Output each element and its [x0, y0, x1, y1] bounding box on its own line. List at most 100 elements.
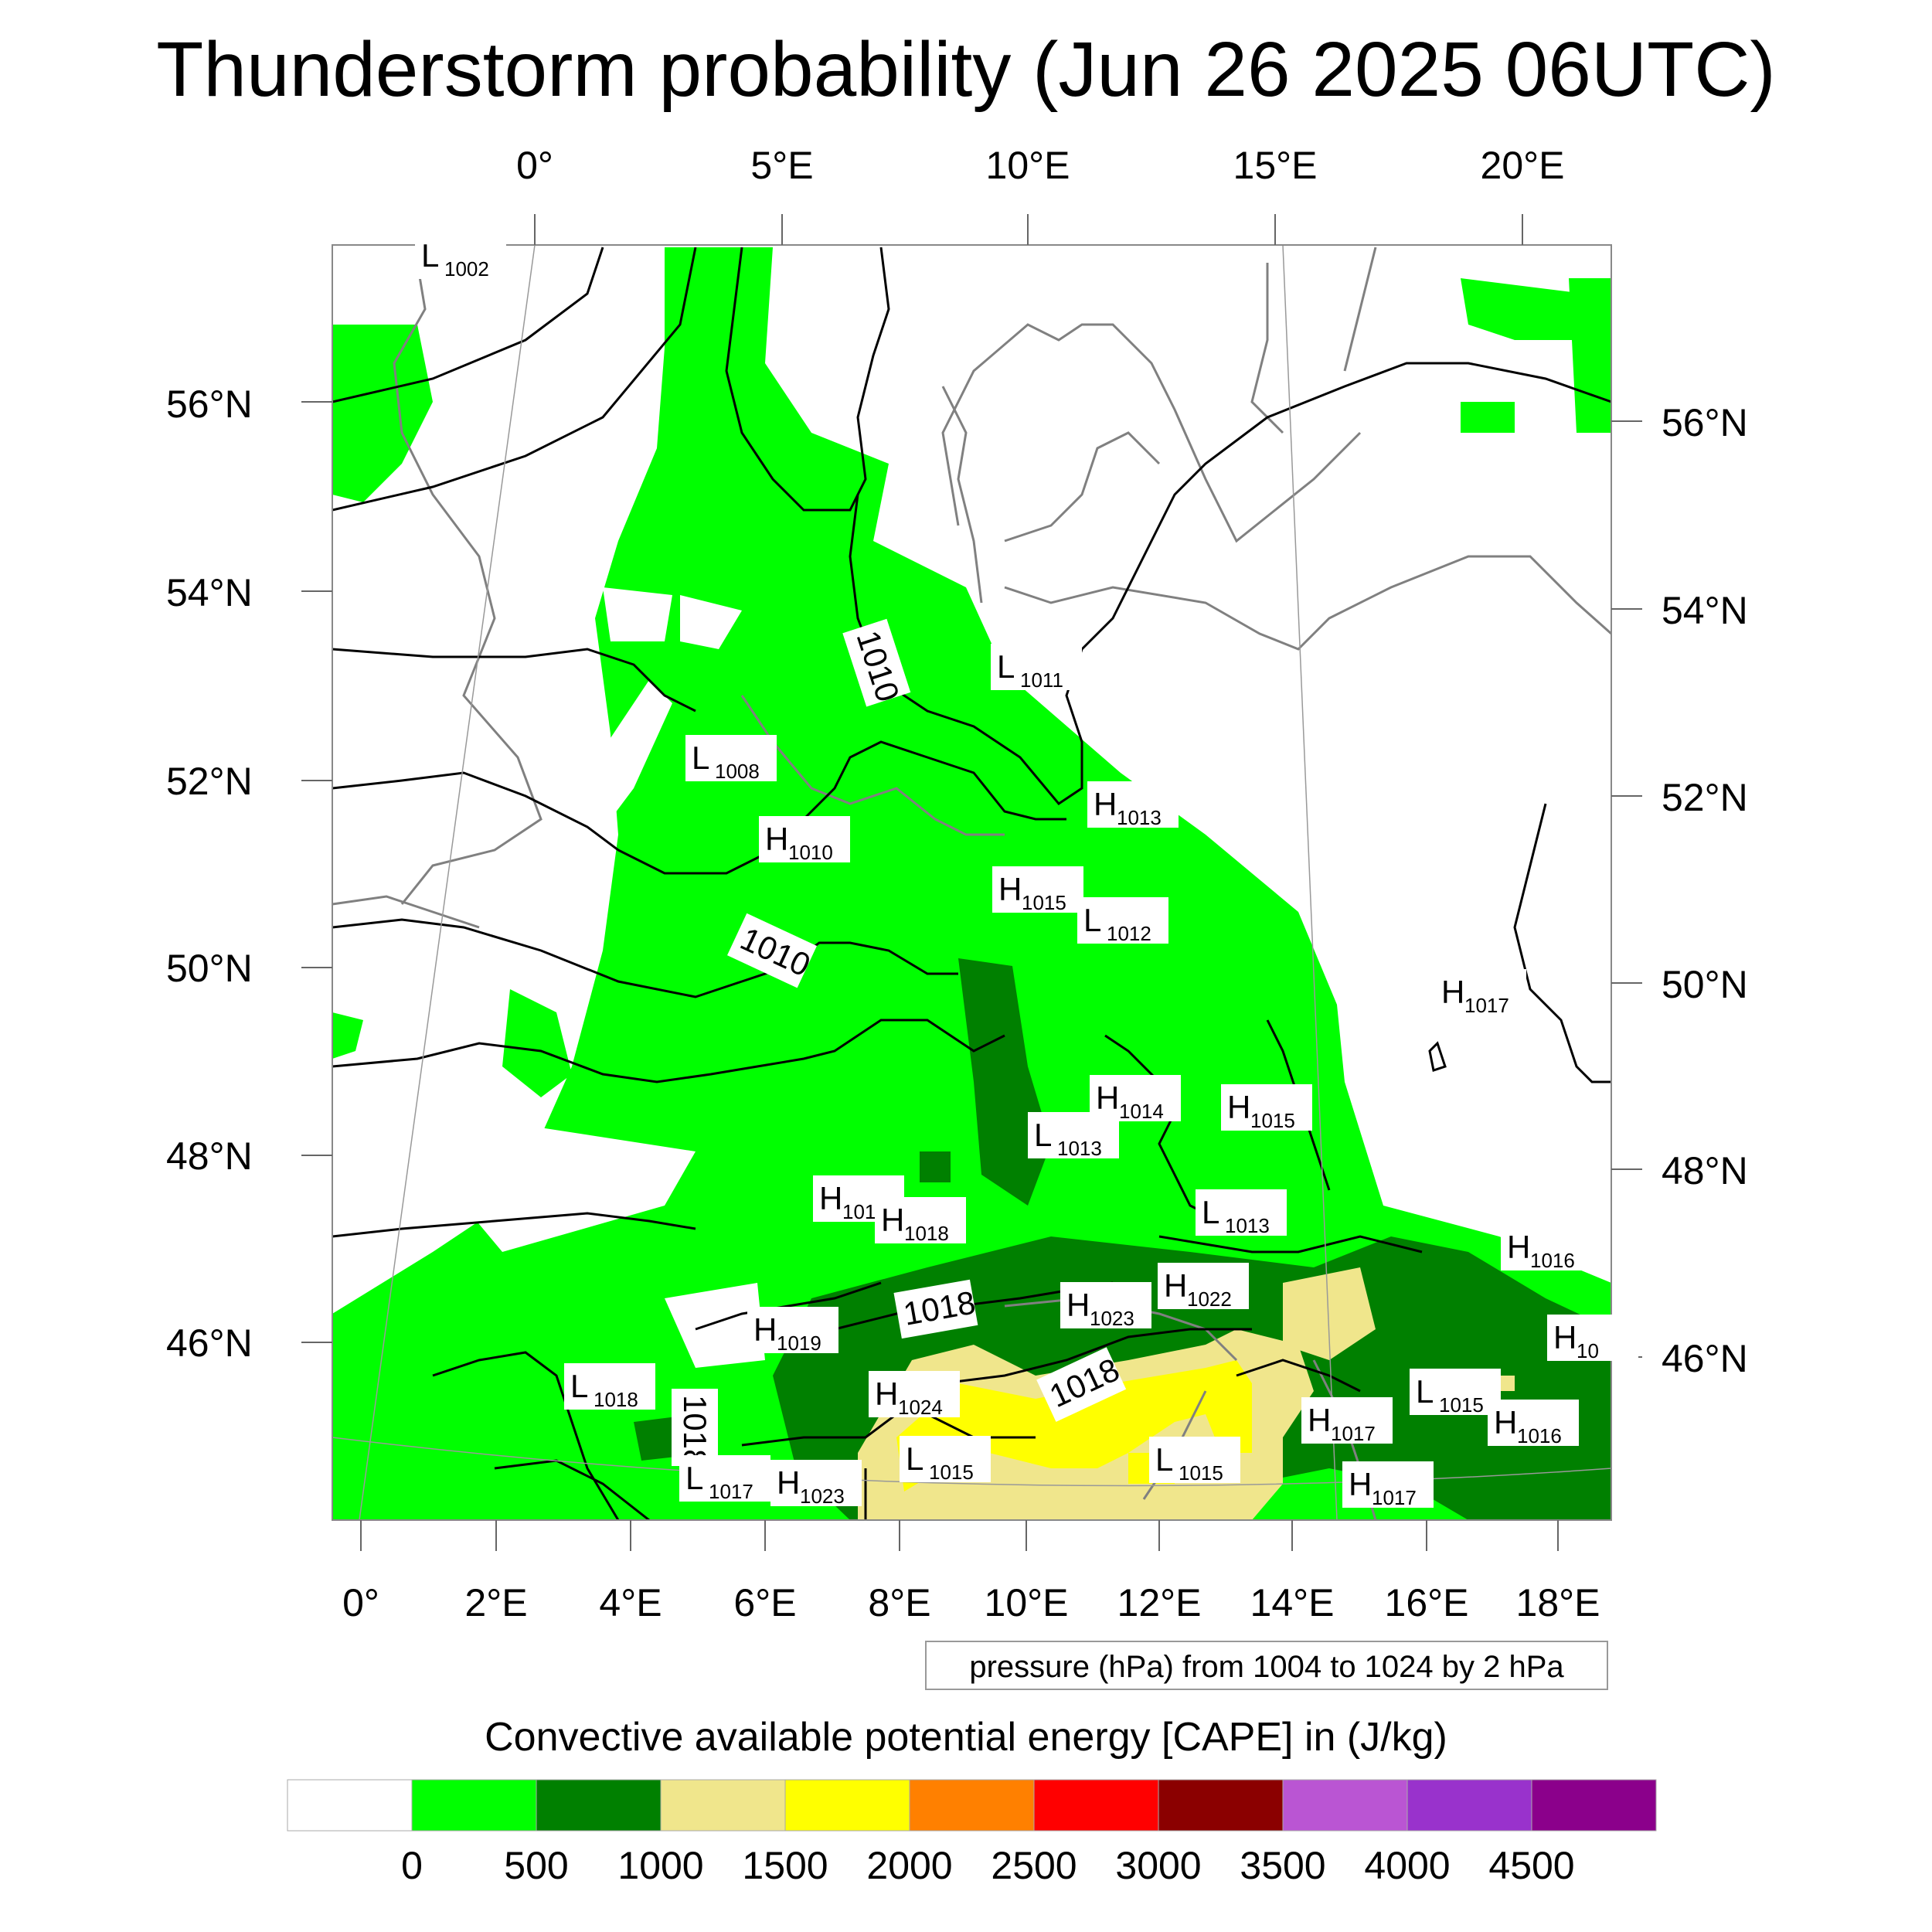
- pressure-center-text: L: [1416, 1373, 1434, 1410]
- colorbar-swatch: [1033, 1779, 1159, 1832]
- colorbar-label: 3500: [1240, 1844, 1326, 1887]
- bottom-tick-label: 10°E: [984, 1581, 1069, 1624]
- pressure-center-text: H: [1164, 1267, 1187, 1304]
- left-tick-label: 48°N: [166, 1134, 253, 1178]
- cape-field: [332, 245, 1611, 1520]
- right-tick-label: 52°N: [1662, 776, 1748, 819]
- pressure-center-value: 1014: [1119, 1100, 1164, 1123]
- pressure-center-text: H: [1094, 786, 1117, 822]
- bottom-tick-label: 14°E: [1250, 1581, 1335, 1624]
- pressure-center-label: L 1013: [1196, 1189, 1287, 1237]
- pressure-center-text: L: [685, 1460, 703, 1496]
- pressure-center-text: H: [1441, 974, 1464, 1010]
- pressure-center-label: H 1016: [1501, 1224, 1592, 1272]
- colorbar-title: Convective available potential energy [C…: [485, 1715, 1447, 1760]
- pressure-center-text: H: [1096, 1080, 1119, 1116]
- pressure-center-value: 1019: [777, 1332, 821, 1355]
- pressure-center-text: H: [765, 821, 788, 857]
- pressure-center-label: H 1023: [1060, 1282, 1151, 1330]
- pressure-center-text: H: [998, 871, 1022, 907]
- left-tick-label: 52°N: [166, 760, 253, 803]
- pressure-center-label: H 1014: [1090, 1075, 1181, 1123]
- pressure-center-value: 1015: [1439, 1393, 1484, 1417]
- pressure-center-text: 1018: [677, 1395, 713, 1467]
- bottom-tick-label: 16°E: [1384, 1581, 1469, 1624]
- pressure-center-text: H: [1066, 1287, 1090, 1323]
- bottom-tick-label: 4°E: [599, 1581, 662, 1624]
- colorbar-label: 500: [504, 1844, 569, 1887]
- pressure-center-text: H: [1494, 1404, 1517, 1440]
- pressure-center-value: 1011: [1020, 668, 1063, 692]
- pressure-center-text: L: [1155, 1441, 1173, 1478]
- bottom-tick-label: 8°E: [868, 1581, 931, 1624]
- colorbar-swatch: [1158, 1779, 1284, 1832]
- top-tick-label: 10°E: [985, 144, 1070, 187]
- colorbar-swatch: [411, 1779, 537, 1832]
- pressure-center-value: 1015: [1022, 891, 1066, 914]
- pressure-center-text: L: [1034, 1117, 1052, 1153]
- colorbar-label: 4000: [1364, 1844, 1451, 1887]
- pressure-center-label: L 1012: [1077, 897, 1168, 945]
- colorbar-swatch: [536, 1779, 662, 1832]
- pressure-center-text: H: [1227, 1089, 1250, 1125]
- pressure-center-text: L: [692, 740, 709, 776]
- pressure-center-label: L 1015: [1410, 1369, 1501, 1417]
- pressure-center-value: 1016: [1517, 1424, 1562, 1447]
- pressure-center-text: L: [421, 237, 439, 274]
- pressure-center-text: H: [875, 1376, 898, 1412]
- pressure-center-text: L: [906, 1440, 923, 1477]
- colorbar-swatch: [660, 1779, 786, 1832]
- cape-1500-2000-region: [896, 1360, 1252, 1492]
- left-tick-label: 56°N: [166, 383, 253, 426]
- coastlines: [332, 247, 1611, 1520]
- pressure-center-label: 1018: [672, 1389, 718, 1467]
- left-tick-label: 54°N: [166, 571, 253, 614]
- pressure-center-value: 10: [1577, 1339, 1599, 1362]
- right-tick-label: 48°N: [1662, 1149, 1748, 1192]
- pressure-center-text: L: [1202, 1194, 1219, 1230]
- pressure-center-value: 1015: [1250, 1109, 1295, 1132]
- pressure-center-value: 1012: [1107, 922, 1151, 945]
- top-tick-label: 0°: [516, 144, 553, 187]
- pressure-center-label: H 1017: [1435, 969, 1526, 1017]
- colorbar-label: 2500: [991, 1844, 1077, 1887]
- colorbar-label: 4500: [1488, 1844, 1575, 1887]
- pressure-center-text: H: [819, 1180, 842, 1216]
- pressure-center-value: 1023: [800, 1485, 845, 1508]
- pressure-center-label: L 1008: [685, 735, 777, 783]
- page-title: Thunderstorm probability (Jun 26 2025 06…: [156, 26, 1776, 113]
- top-tick-label: 5°E: [750, 144, 814, 187]
- pressure-center-label: L 1015: [900, 1436, 991, 1484]
- colorbar: [287, 1779, 1657, 1832]
- pressure-center-value: 1013: [1057, 1137, 1102, 1160]
- colorbar-swatch: [287, 1779, 413, 1832]
- pressure-center-text: H: [1507, 1229, 1530, 1265]
- colorbar-swatch: [1531, 1779, 1657, 1832]
- colorbar-swatch: [784, 1779, 910, 1832]
- pressure-center-value: 1008: [715, 760, 760, 783]
- pressure-center-value: 1022: [1187, 1287, 1232, 1311]
- pressure-center-label: L 1013: [1028, 1112, 1119, 1160]
- pressure-center-label: H 1017: [1342, 1461, 1434, 1509]
- pressure-center-text: L: [997, 648, 1015, 685]
- bottom-tick-label: 2°E: [464, 1581, 528, 1624]
- colorbar-swatch: [909, 1779, 1035, 1832]
- pressure-center-value: 1017: [1331, 1422, 1376, 1445]
- pressure-center-label: H 1016: [1488, 1400, 1579, 1447]
- colorbar-swatch: [1406, 1779, 1532, 1832]
- pressure-center-value: 1018: [904, 1222, 949, 1245]
- pressure-center-value: 1002: [444, 257, 489, 281]
- pressure-center-label: H 1017: [1301, 1397, 1393, 1445]
- right-tick-label: 46°N: [1662, 1337, 1748, 1380]
- pressure-center-label: H 10: [1547, 1315, 1638, 1362]
- colorbar-label: 2000: [866, 1844, 953, 1887]
- pressure-center-label: H 1010: [759, 816, 850, 864]
- pressure-center-value: 1013: [1117, 806, 1162, 829]
- pressure-center-label: H 1018: [875, 1197, 966, 1245]
- pressure-center-value: 1017: [1464, 994, 1509, 1017]
- pressure-center-value: 1016: [1530, 1249, 1575, 1272]
- bottom-tick-label: 0°: [342, 1581, 379, 1624]
- pressure-center-value: 1023: [1090, 1307, 1134, 1330]
- pressure-center-text: L: [1083, 902, 1101, 938]
